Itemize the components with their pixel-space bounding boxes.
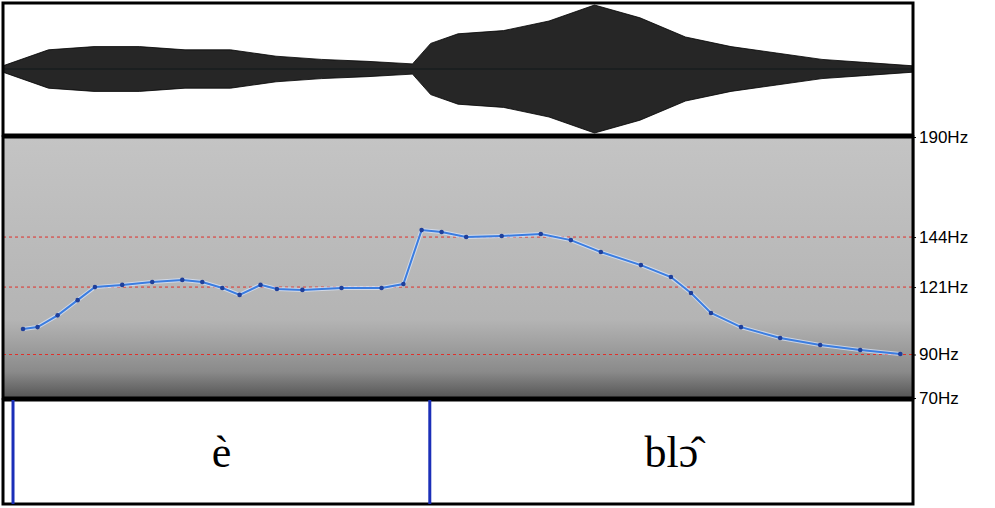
segment-label: blɔ̂ — [645, 428, 706, 477]
y-tick: 70Hz — [913, 389, 959, 408]
y-tick-label: 70Hz — [919, 389, 959, 408]
tier-frame — [3, 400, 913, 504]
y-tick-mark — [913, 237, 916, 238]
pitch-point — [739, 325, 744, 330]
segment-label: è — [212, 428, 232, 477]
pitch-point — [669, 275, 674, 280]
y-tick: 190Hz — [913, 128, 968, 147]
pitch-point — [180, 278, 185, 283]
pitch-point — [499, 234, 504, 239]
y-tick: 121Hz — [913, 278, 968, 297]
pitch-point — [709, 311, 714, 316]
pitch-point — [401, 282, 406, 287]
pitch-point — [818, 343, 823, 348]
pitch-point — [150, 280, 155, 285]
pitch-point — [21, 327, 26, 332]
pitch-point — [300, 288, 305, 293]
y-tick-mark — [913, 137, 916, 138]
pitch-point — [898, 352, 903, 357]
pitch-line — [23, 230, 900, 354]
waveform-envelope — [3, 5, 913, 133]
pitch-point — [639, 263, 644, 268]
y-tick-mark — [913, 287, 916, 288]
y-tick-label: 90Hz — [919, 345, 959, 364]
grid — [3, 137, 913, 398]
tier: è blɔ̂ — [13, 400, 705, 504]
y-tick-label: 144Hz — [919, 228, 968, 247]
y-tick-label: 190Hz — [919, 128, 968, 147]
pitch-point — [858, 348, 863, 353]
pitch-point — [339, 286, 344, 291]
pitch-point — [55, 313, 60, 318]
pitch-point — [379, 286, 384, 291]
pitch-point — [258, 283, 263, 288]
pitch-point — [237, 293, 242, 298]
pitch-point — [778, 336, 783, 341]
waveform-background — [3, 3, 913, 135]
pitch-point — [599, 250, 604, 255]
waveform-frame — [3, 3, 913, 135]
pitch-point — [220, 286, 225, 291]
pitch-point — [539, 232, 544, 237]
spectrogram-background — [3, 137, 913, 398]
grid-line — [3, 354, 913, 355]
pitch-point — [93, 285, 98, 290]
segment-boundary — [12, 400, 15, 504]
pitch-point — [120, 283, 125, 288]
pitch-point — [439, 230, 444, 235]
pitch-point — [569, 238, 574, 243]
y-tick: 144Hz — [913, 228, 968, 247]
pitch-point — [75, 298, 80, 303]
y-tick: 90Hz — [913, 345, 959, 364]
y-axis-line — [913, 138, 915, 399]
segment-boundary — [428, 400, 431, 504]
pitch-point — [275, 287, 280, 292]
waveform-marks — [3, 5, 913, 133]
figure: 190Hz 144Hz 121Hz 90Hz 70Hz è blɔ̂ — [0, 0, 995, 508]
pitch-point — [689, 291, 694, 296]
pitch-point — [464, 235, 469, 240]
y-tick-label: 121Hz — [919, 278, 968, 297]
pitch-point — [419, 228, 424, 233]
pitch-point — [35, 325, 40, 330]
spectrogram-frame — [3, 137, 913, 398]
pitch-marks — [21, 228, 903, 357]
y-tick-mark — [913, 355, 916, 356]
pitch-line-halo — [23, 230, 900, 354]
grid-line — [3, 287, 913, 288]
y-axis: 190Hz 144Hz 121Hz 90Hz 70Hz — [913, 128, 968, 408]
pitch-point — [200, 280, 205, 285]
